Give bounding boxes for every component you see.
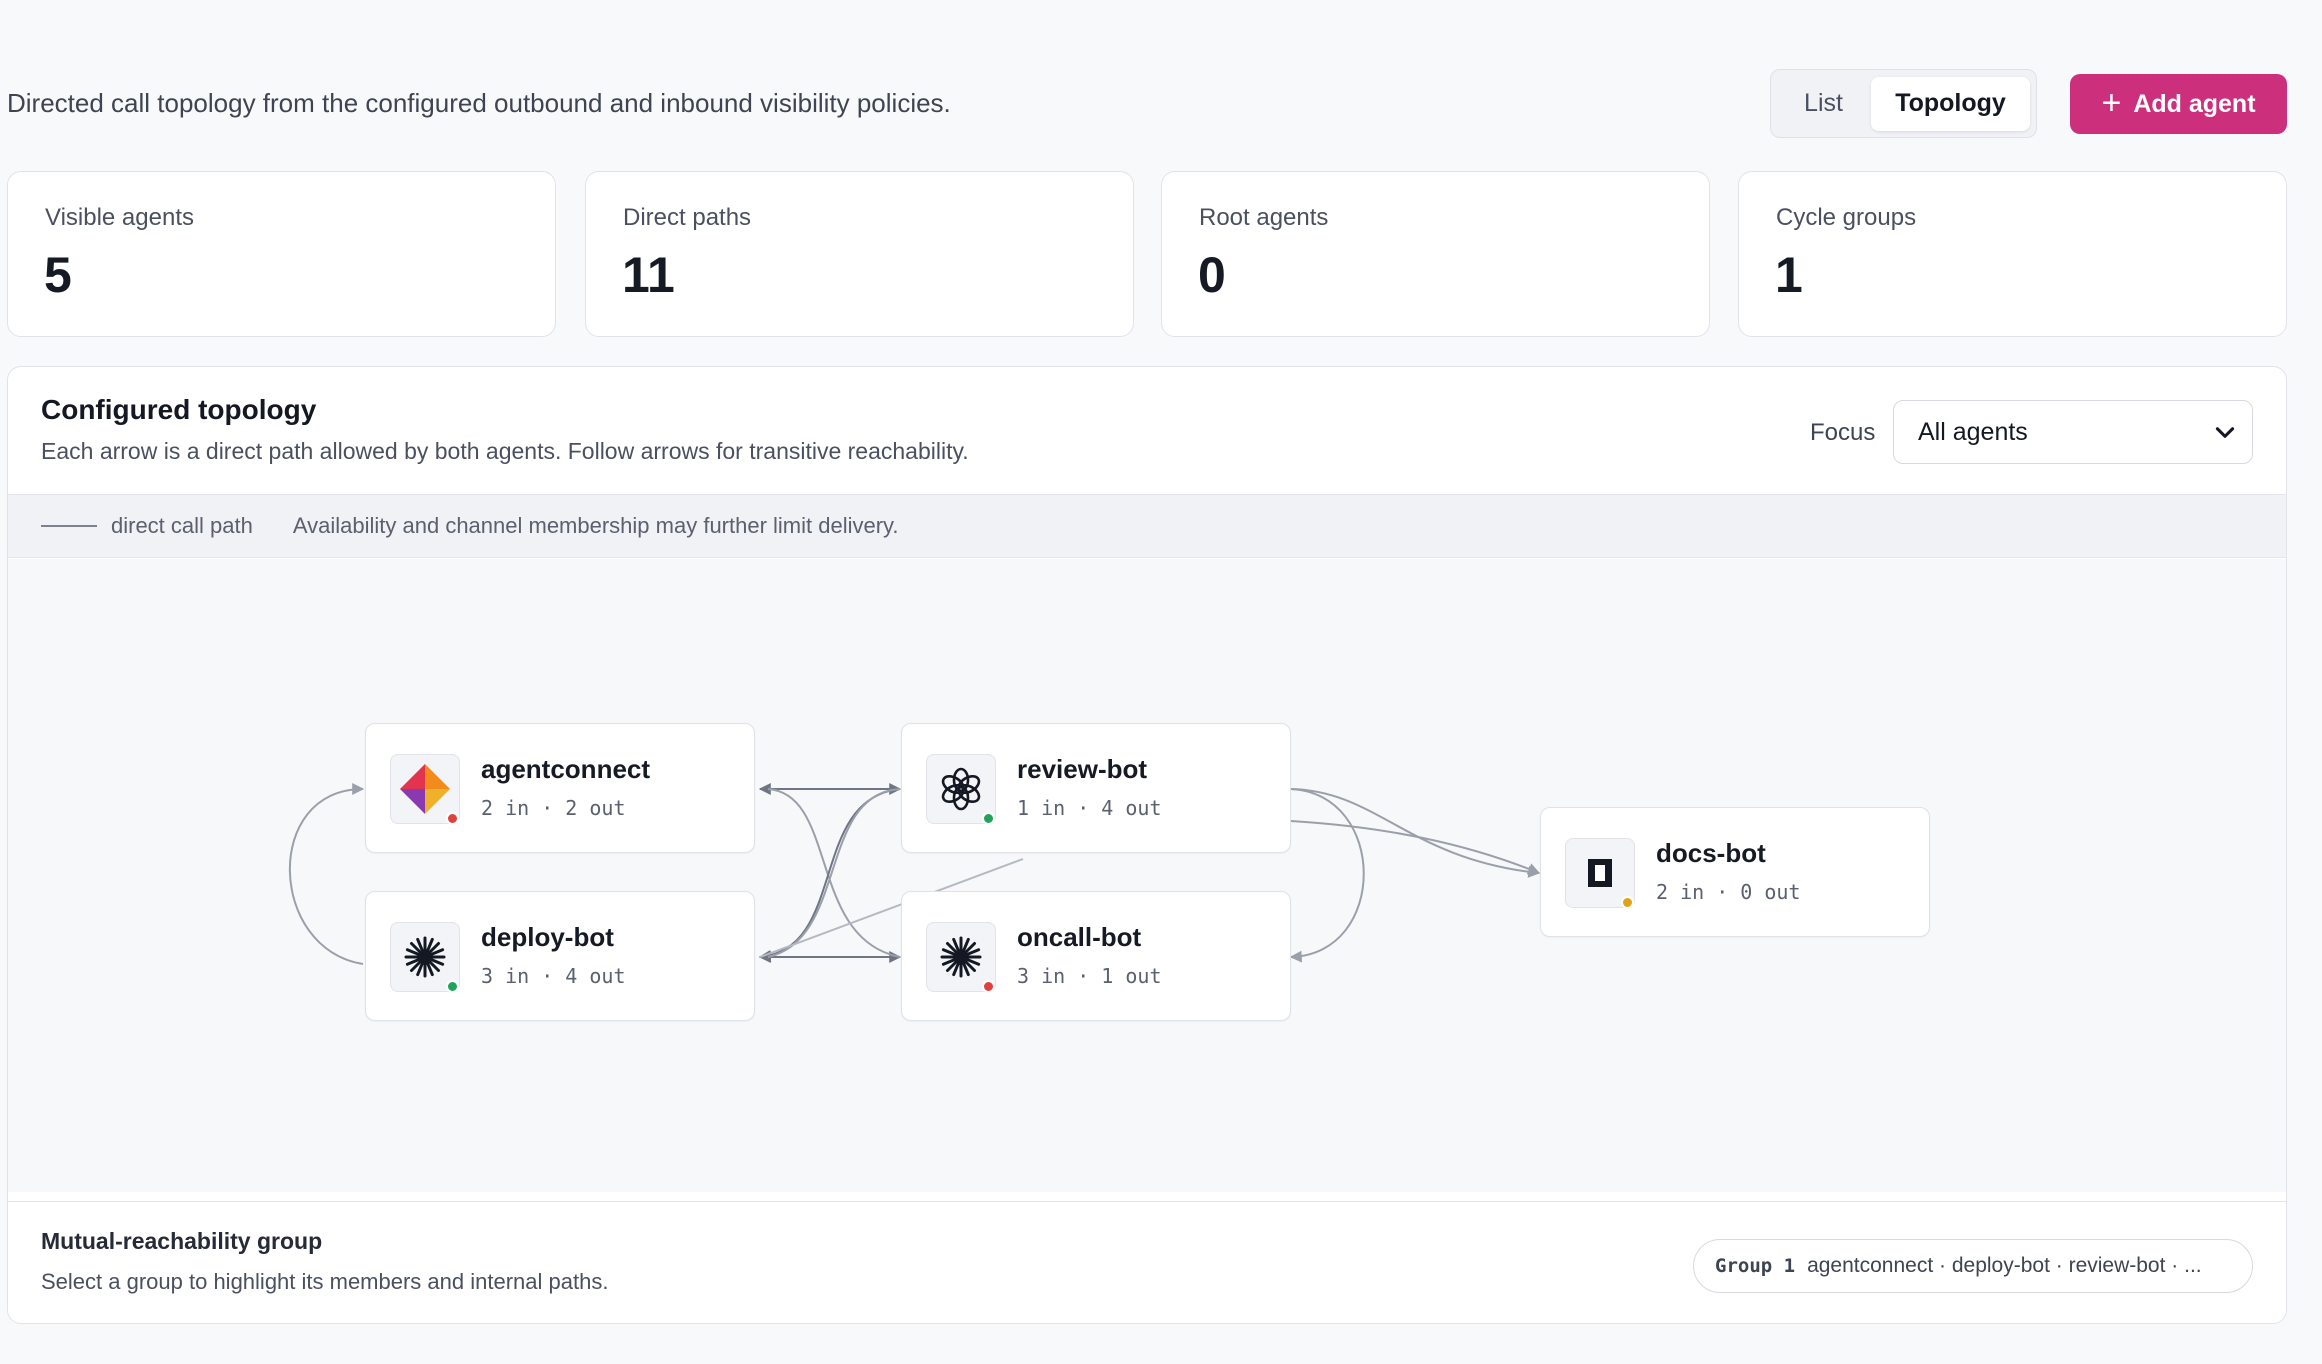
stat-value: 11 bbox=[622, 247, 675, 303]
group-id: Group 1 bbox=[1715, 1255, 1796, 1277]
asterisk-logo-icon bbox=[390, 922, 460, 992]
edge-review-docs-b bbox=[1290, 820, 1541, 875]
topology-panel: Configured topology Each arrow is a dire… bbox=[7, 366, 2287, 1324]
stat-value: 1 bbox=[1775, 247, 1803, 303]
status-dot-online bbox=[982, 812, 995, 825]
agent-stats: 2 in · 0 out bbox=[1656, 880, 1801, 904]
groups-title: Mutual-reachability group bbox=[41, 1228, 323, 1254]
stat-card-cycle-groups: Cycle groups 1 bbox=[1738, 171, 2287, 337]
group-chip[interactable]: Group 1 agentconnect · deploy-bot · revi… bbox=[1693, 1239, 2253, 1293]
agent-node-docs-bot[interactable]: docs-bot 2 in · 0 out bbox=[1540, 807, 1930, 937]
agent-node-deploy-bot[interactable]: deploy-bot 3 in · 4 out bbox=[365, 891, 755, 1021]
agent-name: review-bot bbox=[1017, 754, 1148, 784]
agent-stats: 2 in · 2 out bbox=[481, 796, 626, 820]
groups-description: Select a group to highlight its members … bbox=[41, 1269, 609, 1294]
status-dot-idle bbox=[1621, 896, 1634, 909]
agent-node-review-bot[interactable]: review-bot 1 in · 4 out bbox=[901, 723, 1291, 853]
stat-card-direct-paths: Direct paths 11 bbox=[585, 171, 1134, 337]
view-toggle-topology[interactable]: Topology bbox=[1871, 76, 2030, 131]
legend-bar: direct call path Availability and channe… bbox=[8, 494, 2286, 558]
group-members: agentconnect · deploy-bot · review-bot ·… bbox=[1807, 1254, 2202, 1277]
edge-agentconnect-oncall bbox=[767, 788, 901, 958]
agent-stats: 3 in · 4 out bbox=[481, 964, 626, 988]
add-agent-button[interactable]: + Add agent bbox=[2070, 74, 2287, 134]
agent-node-oncall-bot[interactable]: oncall-bot 3 in · 1 out bbox=[901, 891, 1291, 1021]
status-dot-offline bbox=[446, 812, 459, 825]
stat-value: 5 bbox=[44, 247, 72, 303]
agent-name: deploy-bot bbox=[481, 922, 614, 952]
panel-title: Configured topology bbox=[41, 394, 317, 425]
edge-oncall-deploy bbox=[759, 858, 1024, 958]
view-toggle-list[interactable]: List bbox=[1804, 89, 1843, 117]
edge-deploy-review bbox=[767, 788, 901, 958]
focus-select[interactable]: All agents bbox=[1893, 400, 2253, 464]
chevron-down-icon bbox=[2215, 427, 2235, 438]
agent-name: oncall-bot bbox=[1017, 922, 1142, 952]
groups-footer: Mutual-reachability group Select a group… bbox=[8, 1201, 2286, 1323]
status-dot-online bbox=[446, 980, 459, 993]
stat-label: Direct paths bbox=[623, 204, 752, 231]
status-dot-offline bbox=[982, 980, 995, 993]
page-subtitle: Directed call topology from the configur… bbox=[7, 88, 951, 118]
edge-review-oncall bbox=[1289, 788, 1365, 963]
legend-note: Availability and channel membership may … bbox=[292, 513, 899, 538]
edge-review-docs-a bbox=[1290, 788, 1541, 878]
focus-label: Focus bbox=[1810, 419, 1876, 446]
agent-stats: 1 in · 4 out bbox=[1017, 796, 1162, 820]
agent-name: agentconnect bbox=[481, 754, 651, 784]
topology-canvas[interactable]: agentconnect 2 in · 2 out review- bbox=[8, 559, 2286, 1192]
focus-select-value: All agents bbox=[1918, 417, 2028, 446]
agentconnect-logo-icon bbox=[390, 754, 460, 824]
edge-deploy-agentconnect bbox=[288, 783, 365, 965]
stat-card-root-agents: Root agents 0 bbox=[1161, 171, 1710, 337]
stat-value: 0 bbox=[1198, 247, 1226, 303]
stat-label: Root agents bbox=[1199, 204, 1329, 231]
stat-label: Cycle groups bbox=[1776, 204, 1917, 231]
panel-description: Each arrow is a direct path allowed by b… bbox=[41, 438, 969, 464]
agent-name: docs-bot bbox=[1656, 838, 1766, 868]
legend-label: direct call path bbox=[111, 513, 253, 538]
agent-node-agentconnect[interactable]: agentconnect 2 in · 2 out bbox=[365, 723, 755, 853]
plus-icon: + bbox=[2101, 83, 2122, 122]
agent-stats: 3 in · 1 out bbox=[1017, 964, 1162, 988]
topology-edges bbox=[288, 783, 1541, 965]
stat-label: Visible agents bbox=[45, 204, 194, 231]
legend-line-swatch bbox=[41, 525, 97, 527]
add-agent-label: Add agent bbox=[2133, 89, 2256, 118]
view-toggle: List Topology bbox=[1770, 69, 2037, 138]
stat-card-visible-agents: Visible agents 5 bbox=[7, 171, 556, 337]
